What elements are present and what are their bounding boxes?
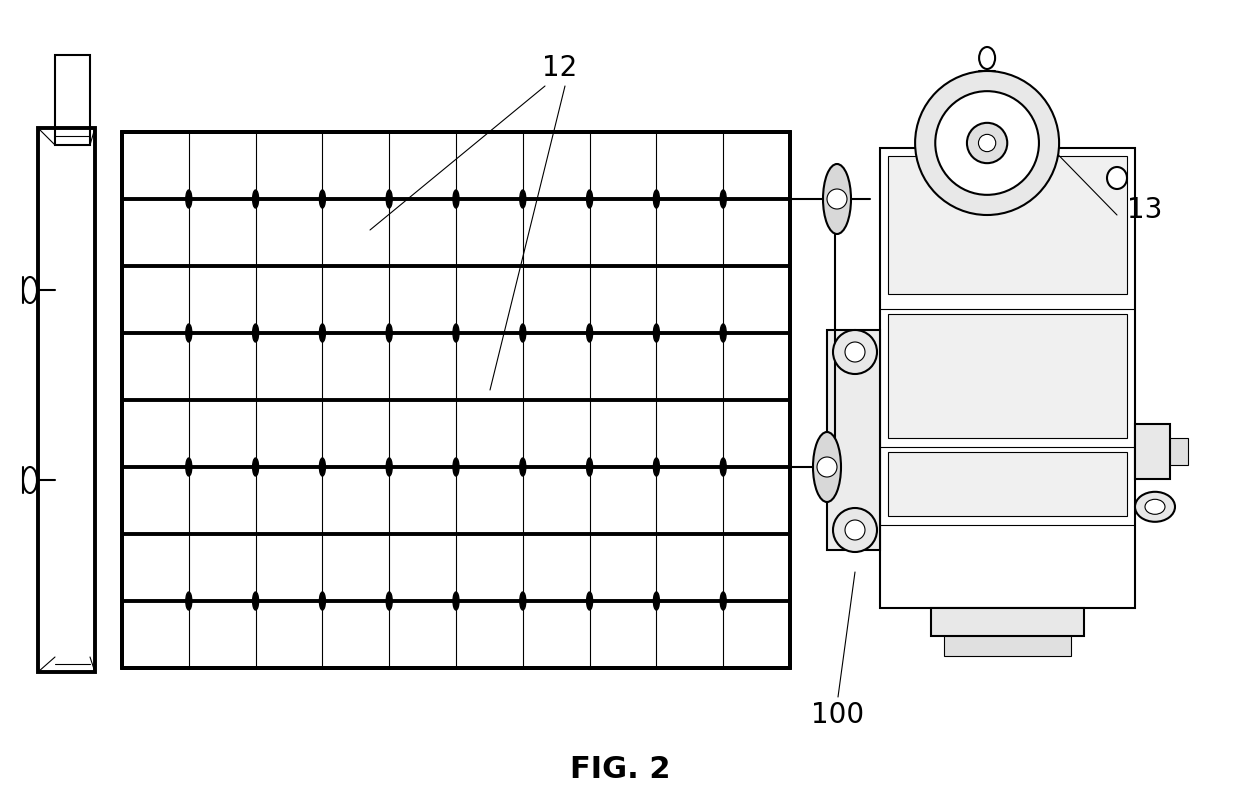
Ellipse shape bbox=[520, 458, 526, 476]
Circle shape bbox=[935, 91, 1039, 195]
Ellipse shape bbox=[720, 324, 727, 342]
Ellipse shape bbox=[1107, 167, 1127, 189]
Text: 12: 12 bbox=[542, 54, 578, 82]
Text: FIG. 2: FIG. 2 bbox=[569, 755, 671, 785]
Ellipse shape bbox=[386, 324, 392, 342]
Ellipse shape bbox=[386, 458, 392, 476]
Bar bbox=[1171, 438, 1188, 465]
Ellipse shape bbox=[823, 164, 851, 234]
Circle shape bbox=[817, 457, 837, 477]
Ellipse shape bbox=[653, 458, 660, 476]
Ellipse shape bbox=[253, 324, 259, 342]
Circle shape bbox=[833, 330, 877, 374]
Ellipse shape bbox=[720, 190, 727, 208]
Text: 100: 100 bbox=[811, 701, 864, 729]
Ellipse shape bbox=[253, 190, 259, 208]
Ellipse shape bbox=[453, 592, 459, 610]
Ellipse shape bbox=[587, 324, 593, 342]
Circle shape bbox=[967, 123, 1007, 163]
Ellipse shape bbox=[1145, 499, 1166, 515]
Bar bbox=[122, 132, 790, 668]
Ellipse shape bbox=[24, 277, 37, 303]
Ellipse shape bbox=[980, 47, 994, 69]
Bar bbox=[888, 452, 1127, 516]
Ellipse shape bbox=[253, 592, 259, 610]
Ellipse shape bbox=[520, 592, 526, 610]
Ellipse shape bbox=[653, 324, 660, 342]
Polygon shape bbox=[827, 330, 880, 550]
Ellipse shape bbox=[320, 458, 325, 476]
Ellipse shape bbox=[186, 190, 192, 208]
Bar bbox=[888, 314, 1127, 438]
Circle shape bbox=[844, 342, 866, 362]
Bar bbox=[55, 55, 91, 145]
Ellipse shape bbox=[453, 458, 459, 476]
Bar bbox=[1135, 424, 1171, 479]
Circle shape bbox=[827, 189, 847, 209]
Ellipse shape bbox=[386, 592, 392, 610]
Ellipse shape bbox=[653, 190, 660, 208]
Bar bbox=[880, 148, 1135, 608]
Ellipse shape bbox=[720, 458, 727, 476]
Ellipse shape bbox=[453, 190, 459, 208]
Ellipse shape bbox=[386, 190, 392, 208]
Ellipse shape bbox=[320, 324, 325, 342]
Ellipse shape bbox=[186, 458, 192, 476]
Bar bbox=[931, 608, 1084, 636]
Ellipse shape bbox=[587, 592, 593, 610]
Circle shape bbox=[844, 520, 866, 540]
Ellipse shape bbox=[587, 458, 593, 476]
Ellipse shape bbox=[520, 324, 526, 342]
Ellipse shape bbox=[320, 190, 325, 208]
Bar bbox=[38, 128, 95, 672]
Ellipse shape bbox=[253, 458, 259, 476]
Ellipse shape bbox=[720, 592, 727, 610]
Ellipse shape bbox=[453, 324, 459, 342]
Ellipse shape bbox=[24, 467, 37, 493]
Circle shape bbox=[978, 134, 996, 152]
Circle shape bbox=[833, 508, 877, 552]
Circle shape bbox=[915, 71, 1059, 215]
Bar bbox=[888, 156, 1127, 294]
Ellipse shape bbox=[320, 592, 325, 610]
Ellipse shape bbox=[1135, 492, 1176, 522]
Ellipse shape bbox=[813, 432, 841, 502]
Bar bbox=[944, 636, 1071, 656]
Text: 13: 13 bbox=[1127, 196, 1163, 224]
Ellipse shape bbox=[653, 592, 660, 610]
Ellipse shape bbox=[587, 190, 593, 208]
Ellipse shape bbox=[520, 190, 526, 208]
Ellipse shape bbox=[186, 324, 192, 342]
Ellipse shape bbox=[186, 592, 192, 610]
